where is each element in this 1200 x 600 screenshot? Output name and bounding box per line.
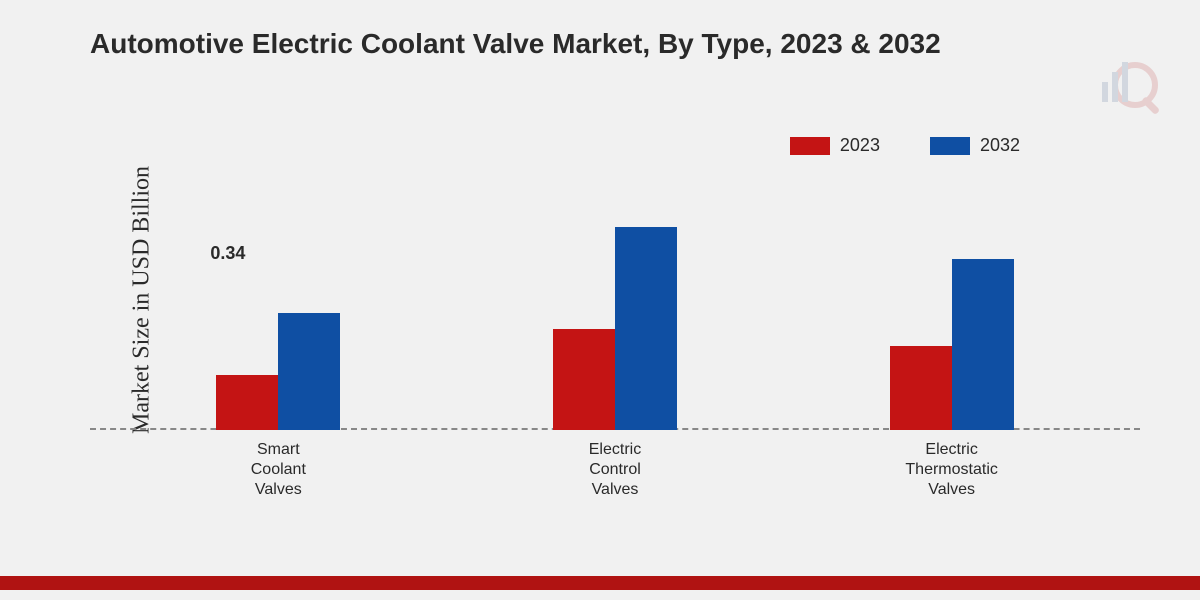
x-label-0: SmartCoolantValves xyxy=(208,440,348,500)
bar-2023-1 xyxy=(553,329,615,430)
x-axis-labels: SmartCoolantValves ElectricControlValves… xyxy=(110,440,1120,500)
bar-group-2 xyxy=(890,259,1014,430)
bar-2032-1 xyxy=(615,227,677,430)
legend-swatch-2023 xyxy=(790,137,830,155)
bar-group-1 xyxy=(553,227,677,430)
x-label-2: ElectricThermostaticValves xyxy=(882,440,1022,500)
bar-2023-0 xyxy=(216,375,278,430)
legend-label-2032: 2032 xyxy=(980,135,1020,156)
legend-label-2023: 2023 xyxy=(840,135,880,156)
bar-2023-2 xyxy=(890,346,952,431)
footer-accent-bar xyxy=(0,576,1200,590)
brand-logo-icon xyxy=(1090,50,1160,120)
plot-area: 0.34 SmartCoolantValves ElectricControlV… xyxy=(90,170,1140,500)
value-label-0: 0.34 xyxy=(210,243,245,264)
x-label-1: ElectricControlValves xyxy=(545,440,685,500)
legend-item-2032: 2032 xyxy=(930,135,1020,156)
bar-2032-0 xyxy=(278,313,340,430)
bar-groups: 0.34 xyxy=(110,170,1120,430)
chart-container: Automotive Electric Coolant Valve Market… xyxy=(0,0,1200,600)
legend-item-2023: 2023 xyxy=(790,135,880,156)
bar-2032-2 xyxy=(952,259,1014,430)
bar-group-0: 0.34 xyxy=(216,313,340,430)
chart-title: Automotive Electric Coolant Valve Market… xyxy=(0,0,1200,60)
legend-swatch-2032 xyxy=(930,137,970,155)
legend: 2023 2032 xyxy=(790,135,1020,156)
